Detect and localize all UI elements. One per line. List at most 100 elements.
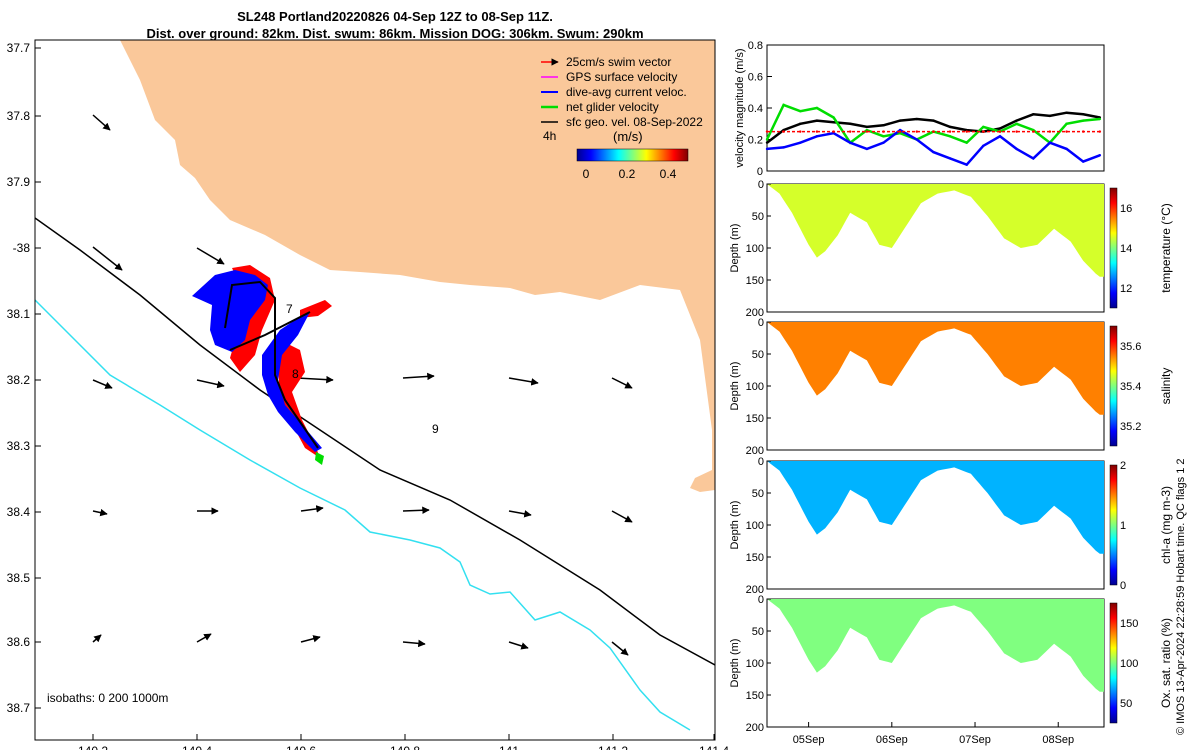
velocity-series-point xyxy=(1081,130,1085,133)
section-y-tick-label: 0 xyxy=(758,317,764,329)
map-x-tick-label: 140.2 xyxy=(78,744,108,750)
velocity-series-point xyxy=(965,130,968,133)
section-cbar-tick: 16 xyxy=(1120,203,1132,215)
velocity-series-point xyxy=(932,130,935,133)
velocity-series-point xyxy=(765,130,769,133)
section-cbar-tick: 35.2 xyxy=(1120,421,1141,433)
velocity-series-point xyxy=(1098,130,1102,133)
velocity-series-point xyxy=(782,103,785,107)
section-fill xyxy=(767,322,1104,415)
land-area xyxy=(120,40,715,492)
section-cbar-tick: 2 xyxy=(1120,460,1126,472)
section-y-tick-label: 150 xyxy=(746,552,764,564)
dive-avg-current-shading xyxy=(192,270,322,452)
velocity-series-point xyxy=(799,109,802,113)
velocity-series-point xyxy=(1065,130,1068,133)
velocity-y-tick-label: 0 xyxy=(757,166,763,178)
current-arrow xyxy=(508,510,532,518)
section-y-axis-label: Depth (m) xyxy=(729,501,741,550)
section-cbar-tick: 35.6 xyxy=(1120,341,1141,353)
current-arrow xyxy=(300,505,324,513)
velocity-series-point xyxy=(998,127,1002,130)
map-x-tick-label: 141.2 xyxy=(598,744,628,750)
current-arrow xyxy=(402,506,430,515)
current-arrow xyxy=(300,635,321,643)
velocity-series-point xyxy=(1015,147,1018,151)
day-label-7: 7 xyxy=(286,302,293,316)
current-arrow xyxy=(92,114,111,131)
map-axis-ticks: 140.2 140.4 140.6 140.8 141 141.2 141.4 37.7 37.… xyxy=(7,41,730,755)
final-position-marker xyxy=(315,452,324,465)
velocity-series-point xyxy=(1015,122,1018,125)
velocity-series-point xyxy=(815,130,819,133)
velocity-series-point xyxy=(799,122,802,125)
day-label-8: 8 xyxy=(292,367,299,381)
velocity-series-point xyxy=(882,130,885,133)
section-y-tick-label: 150 xyxy=(746,275,764,287)
section-cbar-tick: 35.4 xyxy=(1120,381,1141,393)
map-y-tick-label: 38.1 xyxy=(7,307,31,321)
section-y-tick-label: 100 xyxy=(746,381,764,393)
section-colorbar xyxy=(1109,325,1118,447)
section-cbar-tick: 150 xyxy=(1120,618,1138,630)
section-y-tick-label: 50 xyxy=(752,488,764,500)
velocity-series-point xyxy=(998,130,1002,133)
velocity-series-point xyxy=(982,125,985,129)
velocity-series-point xyxy=(998,135,1002,138)
current-arrow xyxy=(92,634,102,643)
current-arrow xyxy=(611,641,629,656)
speed-unit-label: (m/s) xyxy=(613,129,643,144)
velocity-series-point xyxy=(832,116,835,119)
velocity-series-point xyxy=(1015,119,1018,122)
velocity-series-point xyxy=(915,130,918,133)
velocity-series-point xyxy=(932,119,935,122)
velocity-series-point xyxy=(1065,111,1068,114)
velocity-series-point xyxy=(865,125,869,129)
current-arrow xyxy=(92,508,108,517)
section-colorbar xyxy=(1109,464,1118,586)
section-panel-2: 0 1 2 chl-a (mg m-3) 0 50 100 150 200 Depth (m) xyxy=(729,456,1173,596)
section-y-tick-label: 200 xyxy=(746,307,764,319)
map-x-tick-label: 141 xyxy=(499,744,519,750)
legend-time-label: 4h xyxy=(543,129,556,143)
velocity-series-point xyxy=(982,144,985,147)
velocity-series-point xyxy=(965,163,968,166)
velocity-series-point xyxy=(799,130,802,133)
time-axis-tick-label: 06Sep xyxy=(876,734,908,746)
velocity-series-point xyxy=(915,138,918,141)
section-cbar-label: salinity xyxy=(1159,368,1173,405)
velocity-series-point xyxy=(765,147,769,151)
velocity-series-point xyxy=(1098,154,1102,157)
speed-colorbar xyxy=(576,148,689,162)
section-panel-0: 12 14 16 temperature (°C) 0 50 100 150 200 Depth … xyxy=(729,179,1173,319)
map-y-tick-label: 38.3 xyxy=(7,439,31,453)
section-cbar-tick: 14 xyxy=(1120,243,1132,255)
section-panel-3: 50 100 150 Ox. sat. ratio (%) 0 50 100 150 200 De… xyxy=(729,594,1173,734)
velocity-series-point xyxy=(948,125,952,129)
isobath-200m xyxy=(35,217,715,666)
velocity-series-point xyxy=(1015,130,1018,133)
velocity-series-point xyxy=(1098,117,1102,121)
glider-track xyxy=(192,265,332,465)
section-y-tick-label: 0 xyxy=(758,594,764,606)
section-y-tick-label: 100 xyxy=(746,658,764,670)
velocity-series-point xyxy=(815,119,819,122)
map-y-tick-label: 38.6 xyxy=(7,635,31,649)
velocity-series-point xyxy=(982,130,985,133)
map-x-tick-label: 140.4 xyxy=(182,744,212,750)
current-arrow xyxy=(296,375,334,384)
velocity-series-point xyxy=(882,141,885,144)
velocity-y-tick-label: 0.6 xyxy=(748,72,763,84)
map-y-tick-label: 38.7 xyxy=(7,701,31,715)
section-y-axis-label: Depth (m) xyxy=(729,362,741,411)
map-x-tick-label: 141.4 xyxy=(699,744,729,750)
velocity-series-point xyxy=(1032,130,1035,133)
velocity-series-point xyxy=(1081,160,1085,163)
velocity-series-point xyxy=(865,130,869,133)
isobaths-note: isobaths: 0 200 1000m xyxy=(47,691,168,705)
section-y-tick-label: 50 xyxy=(752,349,764,361)
section-fill xyxy=(767,461,1104,554)
time-axis-tick-label: 07Sep xyxy=(959,734,991,746)
velocity-series-point xyxy=(799,141,802,144)
section-colorbar xyxy=(1109,187,1118,309)
